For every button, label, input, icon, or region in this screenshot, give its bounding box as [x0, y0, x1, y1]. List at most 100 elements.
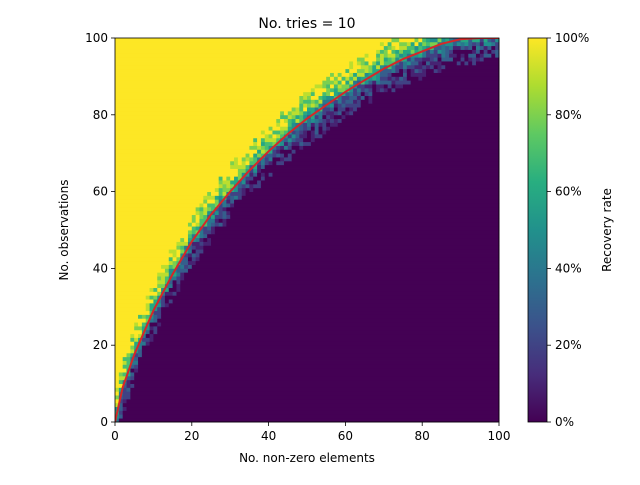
heatmap-cell [264, 176, 500, 181]
heatmap-cell [391, 68, 396, 73]
heatmap-cell [287, 126, 293, 131]
heatmap-cell [195, 222, 200, 227]
heatmap-cell [253, 183, 262, 189]
heatmap-cell [360, 64, 369, 70]
heatmap-cell [195, 245, 204, 250]
heatmap-cell [395, 68, 400, 73]
heatmap-cell [291, 141, 300, 146]
heatmap-cell [295, 149, 500, 154]
heatmap-cell [337, 76, 342, 81]
heatmap-cell [356, 72, 365, 77]
heatmap-cell [153, 310, 162, 315]
heatmap-cell [245, 187, 250, 192]
heatmap-cell [356, 91, 362, 96]
heatmap-cell [307, 118, 312, 123]
heatmap-cell [218, 222, 223, 227]
heatmap-cell [376, 84, 385, 89]
heatmap-cell [337, 72, 342, 77]
heatmap-cell [299, 107, 304, 112]
heatmap-cell [318, 118, 323, 123]
heatmap-cell [353, 87, 358, 93]
heatmap-cell [115, 68, 346, 73]
heatmap-cell [318, 122, 323, 127]
heatmap-cell [195, 233, 200, 239]
heatmap-cell [218, 218, 223, 223]
heatmap-cell [449, 53, 458, 58]
heatmap-cell [441, 68, 500, 73]
heatmap-cell [303, 107, 308, 112]
heatmap-cell [153, 314, 158, 319]
x-axis-label: No. non-zero elements [239, 451, 375, 465]
heatmap-cell [180, 249, 185, 254]
heatmap-cell [280, 122, 289, 127]
heatmap-cell [318, 130, 323, 135]
heatmap-cell [337, 103, 342, 108]
heatmap-cell [479, 38, 485, 43]
heatmap-cell [118, 414, 124, 419]
heatmap-cell [314, 87, 327, 93]
heatmap-cell [195, 260, 500, 265]
heatmap-cell [153, 333, 500, 338]
heatmap-cell [218, 183, 223, 189]
heatmap-cell [307, 110, 312, 116]
heatmap-cell [337, 110, 342, 116]
heatmap-cell [349, 110, 354, 116]
heatmap-cell [172, 283, 177, 288]
heatmap-cell [333, 72, 339, 77]
heatmap-cell [257, 149, 262, 154]
heatmap-cell [472, 57, 477, 62]
heatmap-cell [268, 160, 273, 166]
heatmap-cell [126, 372, 131, 377]
heatmap-cell [299, 114, 304, 120]
heatmap-cell [115, 291, 158, 296]
heatmap-cell [115, 153, 246, 158]
heatmap-cell [307, 122, 312, 127]
heatmap-cell [283, 110, 289, 116]
heatmap-cell [433, 68, 438, 73]
heatmap-cell [399, 68, 404, 73]
heatmap-cell [307, 107, 316, 112]
heatmap-cell [395, 45, 400, 50]
heatmap-cell [387, 41, 392, 47]
heatmap-cell [360, 76, 369, 81]
heatmap-cell [138, 333, 143, 338]
heatmap-cell [115, 118, 277, 123]
heatmap-cell [138, 368, 500, 373]
heatmap-cell [445, 45, 450, 50]
heatmap-cell [214, 222, 220, 227]
heatmap-cell [264, 145, 269, 150]
heatmap-cell [207, 233, 500, 239]
heatmap-cell [337, 91, 342, 96]
heatmap-cell [326, 84, 331, 89]
heatmap-cell [130, 352, 135, 358]
heatmap-cell [168, 268, 177, 273]
heatmap-cell [299, 126, 304, 131]
heatmap-cell [207, 222, 212, 227]
heatmap-cell [126, 398, 500, 404]
heatmap-cell [211, 241, 500, 246]
heatmap-cell [115, 110, 281, 116]
heatmap-cell [164, 276, 170, 281]
heatmap-cell [115, 172, 239, 177]
heatmap-cell [230, 214, 500, 219]
heatmap-cell [283, 130, 289, 135]
heatmap-cell [264, 164, 500, 169]
heatmap-cell [191, 226, 197, 231]
heatmap-cell [414, 45, 419, 50]
heatmap-cell [115, 87, 312, 93]
heatmap-cell [287, 114, 293, 120]
heatmap-cell [445, 49, 450, 54]
heatmap-cell [330, 91, 335, 96]
heatmap-cell [115, 38, 392, 43]
heatmap-cell [260, 183, 500, 189]
heatmap-cell [115, 268, 166, 273]
x-tick-label: 100 [488, 429, 511, 443]
heatmap-cell [318, 99, 323, 104]
heatmap-cell [191, 256, 197, 262]
heatmap-cell [211, 226, 216, 231]
heatmap-cell [483, 49, 488, 54]
heatmap-cell [422, 61, 427, 66]
heatmap-cell [326, 91, 331, 96]
heatmap-cell [241, 176, 246, 181]
heatmap-cell [310, 126, 316, 131]
